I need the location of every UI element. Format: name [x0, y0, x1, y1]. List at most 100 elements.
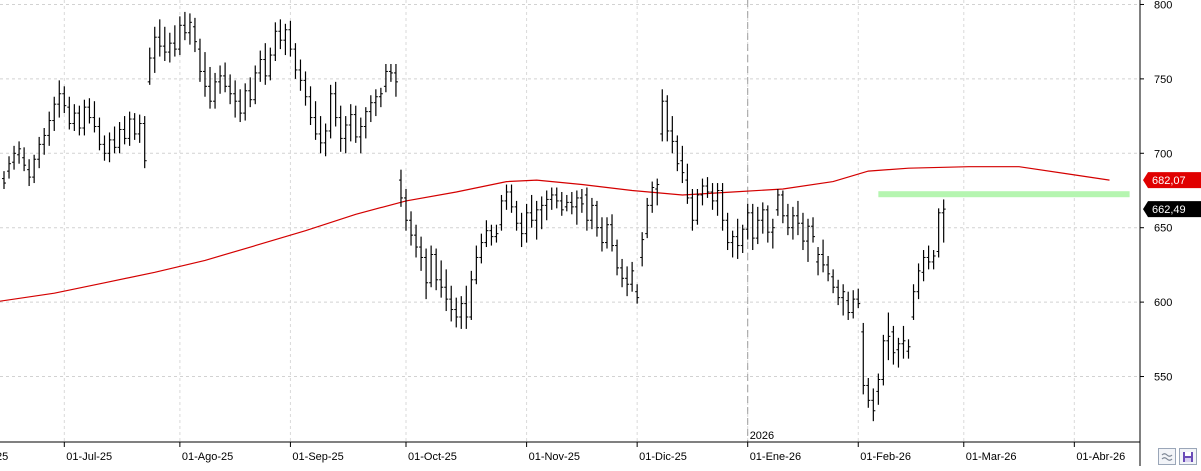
ohlc-bar — [97, 117, 102, 151]
x-tick-label: 01-Ago-25 — [182, 451, 233, 463]
ohlc-bars-layer — [2, 11, 946, 422]
ohlc-bar — [268, 47, 273, 81]
ohlc-bar — [353, 105, 358, 143]
x-tick-label: 01-Jul-25 — [66, 451, 112, 463]
ohlc-bar — [238, 89, 243, 123]
ohlc-bar — [2, 171, 6, 190]
x-tick-label: 01-Oct-25 — [408, 451, 457, 463]
price-labels-layer: 682,07 662,49 — [1143, 172, 1201, 218]
ohlc-bar — [856, 288, 861, 309]
ohlc-bar — [589, 197, 594, 230]
ohlc-bar — [393, 63, 398, 97]
ohlc-bar — [177, 16, 182, 56]
ohlc-bar — [700, 178, 705, 206]
ohlc-bar — [454, 297, 459, 328]
ohlc-bar — [685, 163, 690, 204]
ohlc-bar — [338, 105, 343, 152]
ohlc-bar — [484, 220, 489, 248]
ohlc-bar — [167, 32, 172, 63]
x-tick-label: 01-Nov-25 — [529, 451, 580, 463]
ohlc-bar — [323, 123, 328, 157]
y-tick-label: 750 — [1154, 74, 1172, 86]
ohlc-bar — [891, 325, 896, 365]
ohlc-bar — [564, 194, 569, 212]
ohlc-bar — [715, 183, 720, 216]
ohlc-bar — [876, 373, 881, 405]
ohlc-bar — [203, 52, 207, 97]
ohlc-bar — [926, 245, 931, 270]
ohlc-bar — [680, 145, 685, 184]
ohlc-bar — [821, 239, 826, 273]
ohlc-bar — [157, 19, 162, 57]
ohlc-bar — [7, 156, 12, 179]
ohlc-bar — [826, 255, 831, 282]
ohlc-bar — [429, 245, 434, 288]
ohlc-bar — [816, 247, 821, 276]
ohlc-bar — [635, 284, 640, 304]
ohlc-bar — [660, 89, 665, 142]
ohlc-bar — [836, 279, 841, 306]
ohlc-bar — [117, 122, 122, 154]
ohlc-bar — [549, 187, 554, 210]
ohlc-bar — [906, 339, 911, 359]
ohlc-bar — [811, 217, 816, 243]
ohlc-bar — [57, 80, 62, 118]
ohlc-bar — [795, 200, 800, 236]
ohlc-bar — [87, 98, 92, 124]
ohlc-bar — [388, 63, 393, 82]
ohlc-bar — [901, 325, 906, 359]
ohlc-bar — [579, 189, 584, 213]
ohlc-bar — [755, 206, 760, 245]
ohlc-bar — [348, 104, 353, 142]
ohlc-bar — [921, 250, 926, 282]
x-tick-label: 01-Ene-26 — [750, 451, 801, 463]
ohlc-bar — [187, 13, 192, 45]
ohlc-bar — [424, 248, 429, 300]
ohlc-bar — [253, 65, 258, 105]
ohlc-bar — [112, 126, 117, 154]
highlight-layer — [878, 191, 1130, 198]
ohlc-bar — [248, 77, 253, 108]
last-price-label-bg — [1143, 201, 1201, 218]
ohlc-bar — [539, 196, 544, 230]
ohlc-bar — [896, 337, 901, 368]
ohlc-bar — [851, 290, 856, 319]
ohlc-bar — [775, 189, 780, 216]
ohlc-bar — [800, 212, 805, 251]
ohlc-bar — [469, 270, 474, 320]
ohlc-bar — [192, 17, 197, 53]
ohlc-bar — [675, 135, 680, 172]
ohlc-bar — [414, 224, 419, 258]
ohlc-bar — [554, 187, 559, 209]
ohlc-bar — [12, 145, 17, 170]
ohlc-bar — [584, 187, 589, 231]
save-button[interactable] — [1179, 448, 1197, 465]
ohlc-bar — [77, 105, 82, 136]
ohlc-bar — [529, 194, 534, 228]
ohlc-bar — [383, 63, 388, 93]
ohlc-bar — [32, 154, 37, 184]
ohlc-bar — [328, 84, 333, 139]
ohlc-bar — [615, 239, 620, 276]
ohlc-bar — [363, 107, 368, 139]
ohlc-bar — [444, 269, 449, 312]
ohlc-bar — [514, 200, 519, 231]
zoom-fit-button[interactable] — [1158, 448, 1176, 465]
ohlc-bar — [82, 99, 87, 136]
ohlc-bar — [409, 211, 414, 246]
x-tick-label: 25 — [0, 451, 8, 463]
ohlc-bar — [228, 74, 233, 105]
ohlc-bar — [62, 86, 67, 114]
ohlc-bar — [720, 183, 725, 231]
x-tick-label: 01-Feb-26 — [860, 451, 911, 463]
ohlc-bar — [233, 80, 238, 118]
ohlc-bar — [308, 86, 313, 126]
ohlc-bar — [846, 291, 851, 320]
moving-average-label: 682,07 — [1152, 175, 1186, 187]
ohlc-bar — [861, 322, 866, 395]
ohlc-bar — [655, 178, 660, 206]
ohlc-bar — [298, 59, 303, 91]
ohlc-bar — [303, 71, 308, 106]
